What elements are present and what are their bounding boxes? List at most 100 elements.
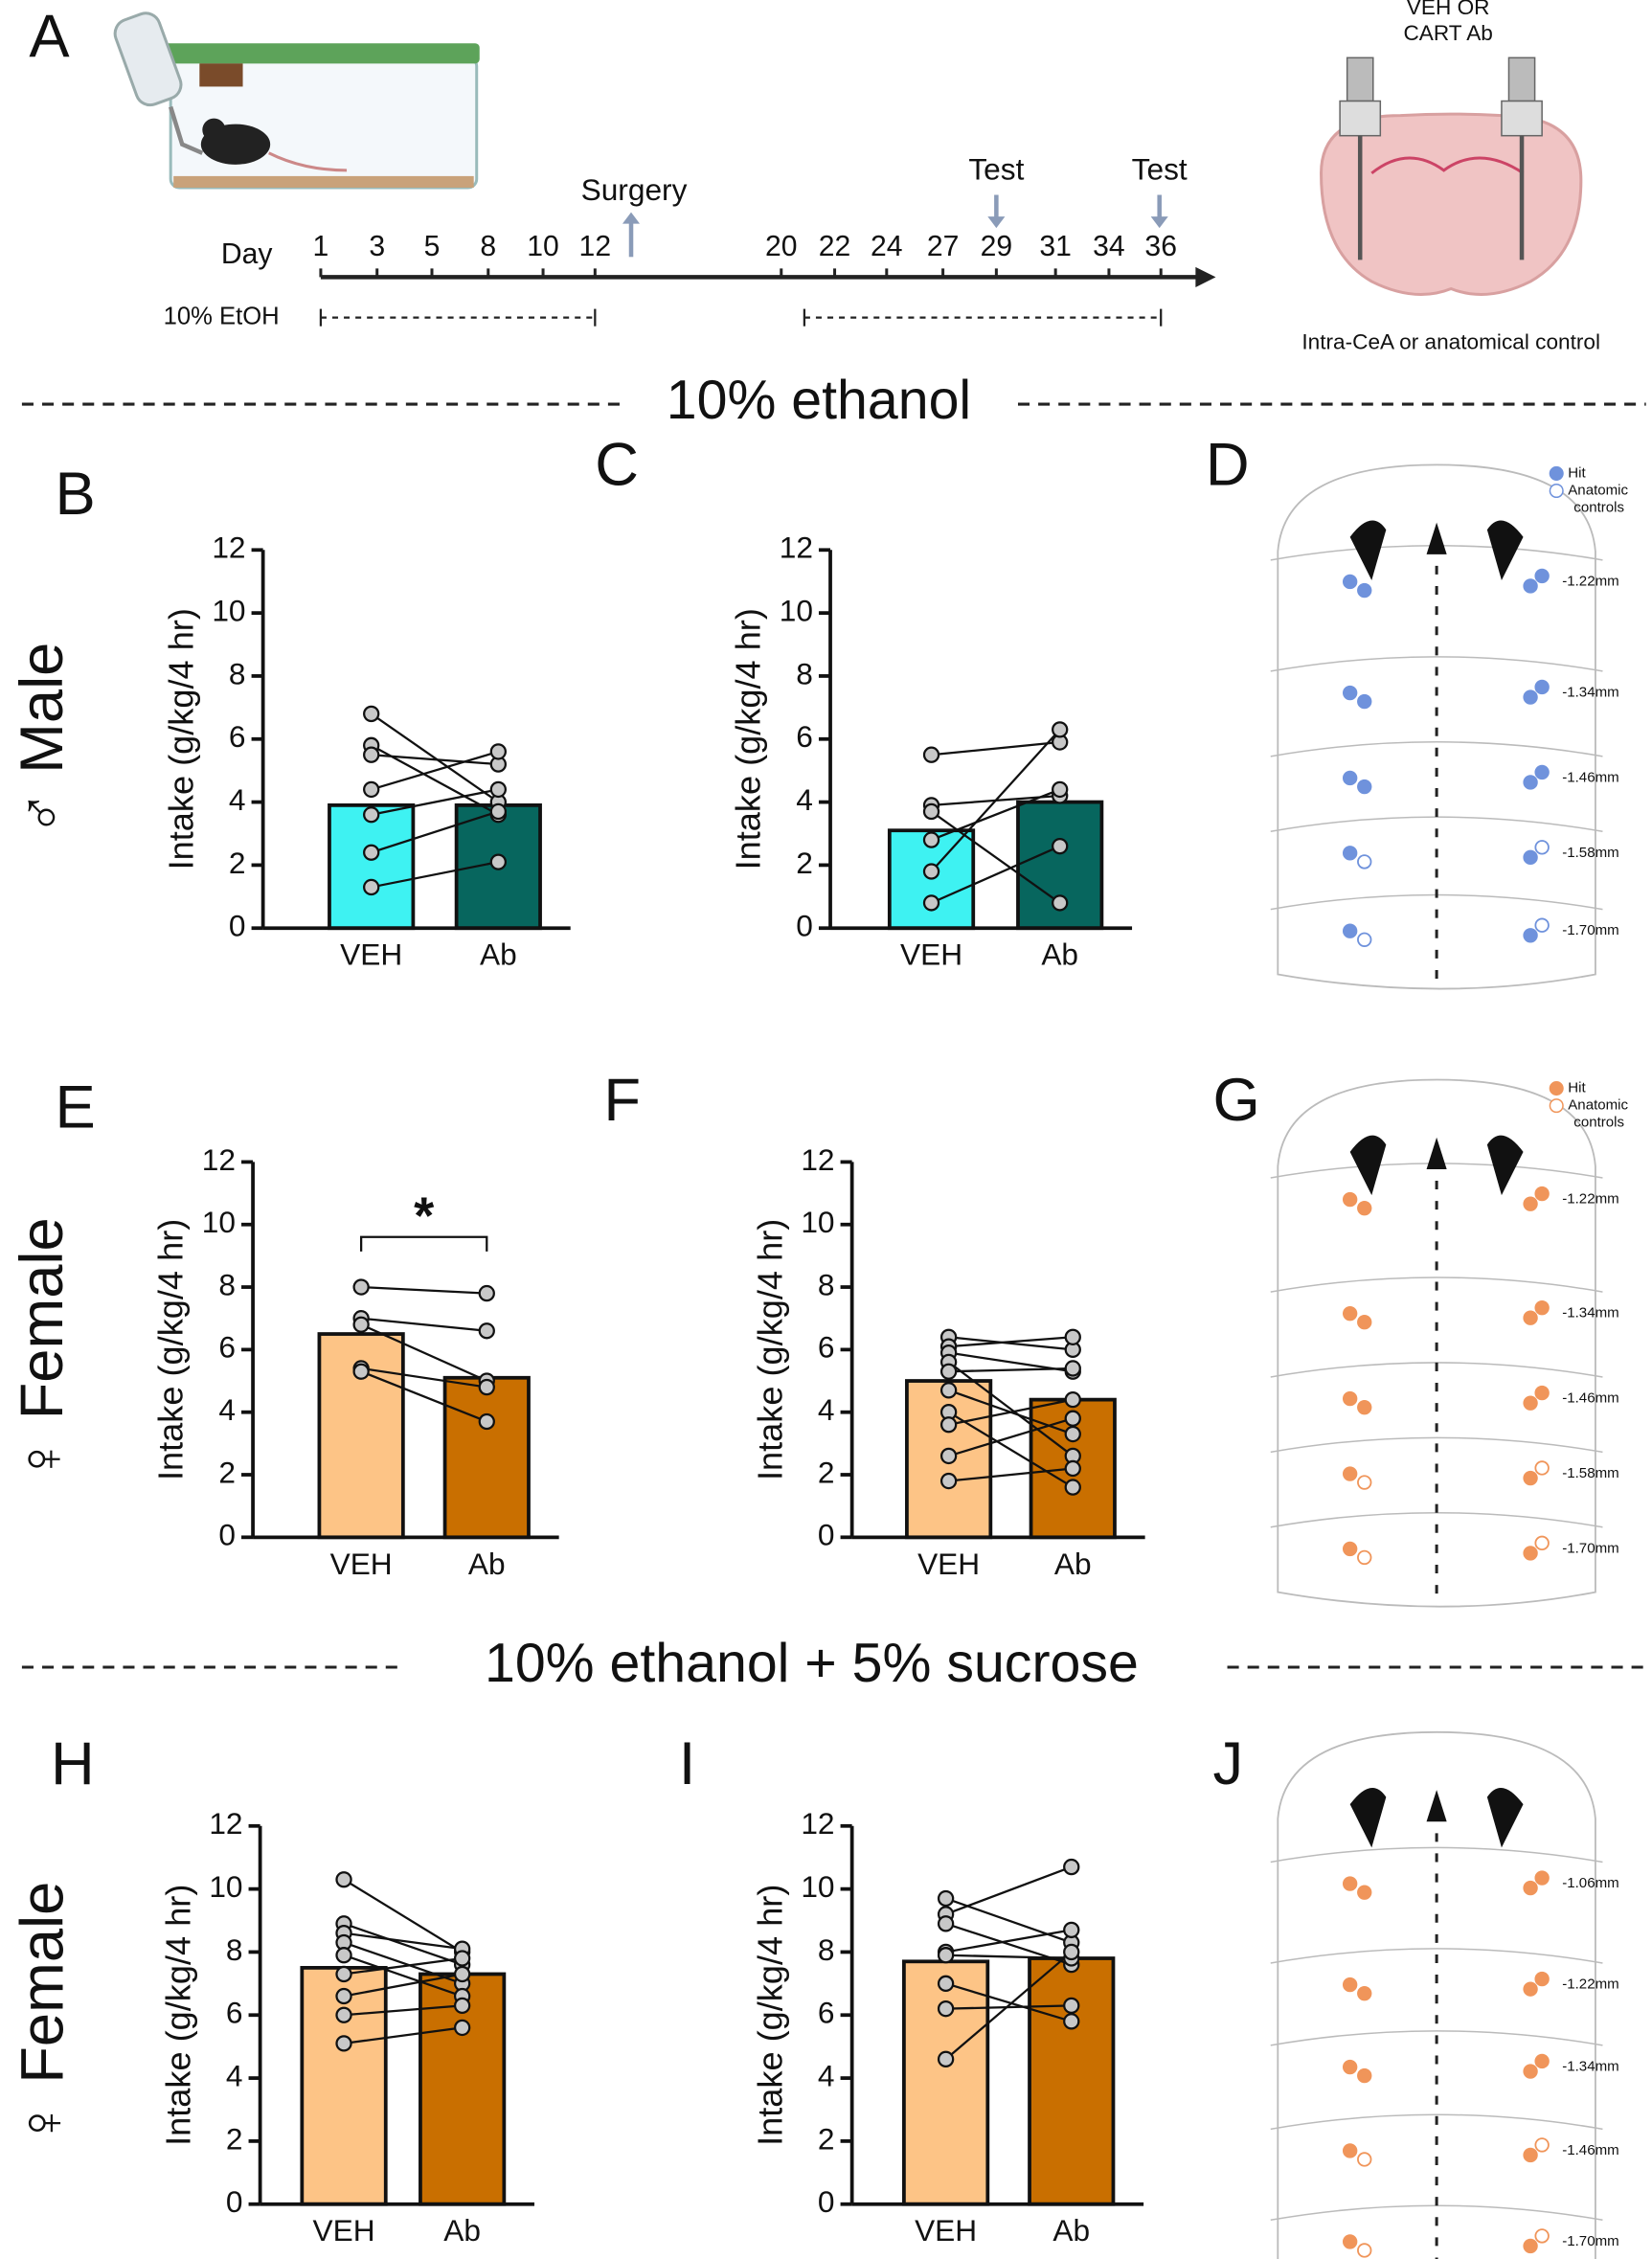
- y-tick-label: 2: [229, 846, 246, 880]
- cannula-placement: [1357, 1315, 1372, 1330]
- day-tick-label: 27: [927, 231, 960, 262]
- subject-point: [352, 1278, 370, 1296]
- pair-line: [948, 1398, 1074, 1426]
- pair-line: [947, 1361, 1074, 1457]
- day-tick-label: 24: [871, 231, 903, 262]
- pair-line: [931, 788, 1061, 842]
- subject-point: [478, 1284, 495, 1302]
- legend-text: controls: [1573, 500, 1624, 516]
- panel-letter: F: [603, 1067, 641, 1134]
- cannula-placement: [1357, 1985, 1372, 2001]
- section-header: 10% ethanol + 5% sucrose: [485, 1633, 1139, 1694]
- subject-point: [922, 831, 940, 848]
- arrow-head: [622, 212, 641, 224]
- cannula-placement: [1342, 2234, 1358, 2249]
- subject-point: [478, 1378, 495, 1396]
- subject-point: [939, 1447, 958, 1465]
- subject-point: [1052, 894, 1069, 912]
- cannula-placement: [1534, 1299, 1550, 1316]
- section-outline: [1270, 2204, 1603, 2222]
- timeline-arrow: [1195, 266, 1216, 287]
- pair-line: [371, 754, 499, 766]
- panel-letter: G: [1212, 1067, 1259, 1134]
- panel-letter: E: [56, 1073, 96, 1141]
- subject-point: [939, 1382, 958, 1399]
- level-label: -1.46mm: [1562, 2142, 1618, 2158]
- cannula-placement: [1342, 1466, 1358, 1481]
- y-tick-label: 6: [818, 1330, 835, 1365]
- brain-section: [1277, 463, 1596, 990]
- day-tick-label: 12: [579, 231, 612, 262]
- cannula-placement: [1342, 685, 1358, 701]
- subject-point: [489, 743, 507, 760]
- subject-point: [478, 1322, 495, 1340]
- pair-line: [945, 1929, 1072, 1954]
- y-tick-label: 2: [218, 1455, 236, 1489]
- x-tick-label: Ab: [443, 2213, 481, 2248]
- y-tick-label: 8: [796, 656, 813, 690]
- cannula-placement: [1534, 2137, 1550, 2153]
- y-tick-label: 6: [226, 1996, 243, 2030]
- section-outline: [1270, 2113, 1603, 2131]
- y-tick-label: 10: [801, 1869, 834, 1904]
- pair-line: [343, 2026, 463, 2044]
- cannula-placement: [1357, 2067, 1372, 2084]
- pair-line: [343, 1956, 463, 1976]
- cannula-placement: [1534, 679, 1550, 695]
- subject-point: [352, 1316, 370, 1333]
- legend-hit: [1549, 1081, 1564, 1096]
- ventricle: [1426, 1790, 1447, 1822]
- subject-point: [335, 1947, 352, 1964]
- cannula-placement: [1342, 770, 1358, 786]
- subject-point: [453, 1997, 471, 2015]
- subject-point: [352, 1363, 370, 1380]
- cannula-placement: [1534, 2053, 1550, 2069]
- subject-point: [453, 1950, 471, 1967]
- day-tick-label: 29: [981, 231, 1013, 262]
- cannula-placement: [1357, 1200, 1372, 1216]
- cannula-placement: [1523, 1196, 1538, 1211]
- cannula-placement: [1357, 2152, 1372, 2167]
- cannula-placement: [1534, 764, 1550, 780]
- subject-point: [363, 705, 380, 723]
- panel-letter: B: [56, 461, 96, 528]
- cannula-placement: [1523, 1395, 1538, 1411]
- y-tick-label: 4: [226, 2058, 243, 2092]
- pair-line: [343, 1931, 463, 1951]
- panel-letter: A: [29, 3, 70, 70]
- level-label: -1.22mm: [1562, 1977, 1618, 1993]
- y-tick-label: 10: [780, 593, 813, 627]
- subject-point: [335, 2035, 352, 2052]
- legend-text: Hit: [1568, 1080, 1586, 1096]
- legend-text: Hit: [1568, 464, 1586, 481]
- cannula-placement: [1357, 779, 1372, 795]
- cannula-placement: [1534, 1535, 1550, 1551]
- pair-line: [343, 1878, 464, 1954]
- x-tick-label: VEH: [330, 1547, 393, 1581]
- cannula-placement: [1534, 2228, 1550, 2244]
- level-label: -1.70mm: [1562, 922, 1618, 938]
- y-tick-label: 6: [229, 719, 246, 754]
- x-tick-label: Ab: [480, 937, 517, 972]
- y-tick-label: 4: [796, 782, 813, 817]
- pair-line: [948, 1336, 1074, 1348]
- pair-line: [930, 810, 1061, 904]
- subject-point: [1064, 1360, 1081, 1377]
- level-label: -1.46mm: [1562, 1390, 1618, 1407]
- level-label: -1.22mm: [1562, 573, 1618, 589]
- surgery-label: Surgery: [581, 172, 688, 207]
- legend-hit: [1549, 465, 1564, 481]
- subject-point: [937, 1889, 955, 1908]
- placement-label: Intra-CeA or anatomical control: [1301, 330, 1600, 354]
- level-label: -1.34mm: [1562, 2059, 1618, 2075]
- cage-illustration: [113, 11, 480, 190]
- cannula-placement: [1342, 846, 1358, 861]
- legend-control: [1549, 483, 1564, 499]
- subject-point: [1064, 1459, 1081, 1478]
- subject-point: [335, 1965, 352, 1983]
- cannula-placement: [1523, 1546, 1538, 1561]
- level-label: -1.06mm: [1562, 1875, 1618, 1891]
- subject-point: [1063, 1943, 1080, 1961]
- cannula-placement: [1523, 689, 1538, 705]
